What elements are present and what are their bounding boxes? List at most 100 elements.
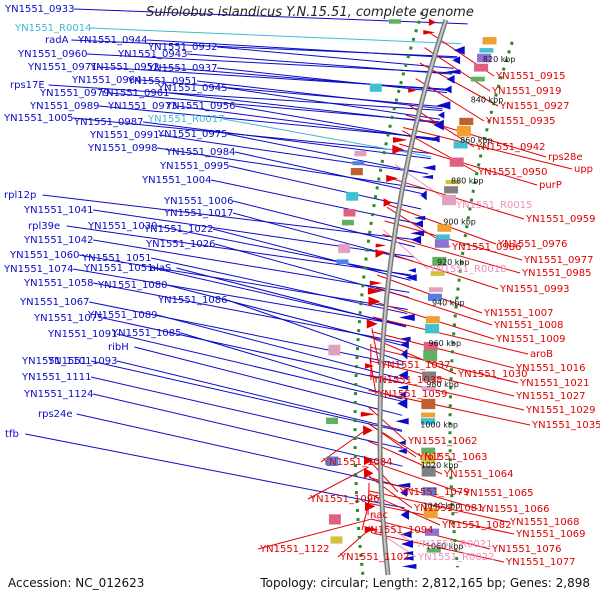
reverse-gene-label[interactable]: YN1551_0915 xyxy=(495,71,566,82)
gene-arrow[interactable] xyxy=(433,119,444,131)
forward-gene-label[interactable]: YN1551_0944 xyxy=(77,35,148,46)
gene-arrow[interactable] xyxy=(422,165,436,171)
reverse-gene-label[interactable]: YN1551_R0015 xyxy=(455,200,532,211)
forward-gene-label[interactable]: YN1551_1101 xyxy=(21,356,92,367)
forward-gene-label[interactable]: YN1551_1006 xyxy=(163,196,234,207)
forward-gene-label[interactable]: YN1551_1086 xyxy=(157,295,228,306)
forward-gene-label[interactable]: YN1551_1005 xyxy=(3,113,74,124)
reverse-gene-label[interactable]: YN1551_1069 xyxy=(515,529,586,540)
reverse-gene-label[interactable]: purP xyxy=(539,180,562,191)
forward-gene-label[interactable]: YN1551_0975 xyxy=(157,129,228,140)
gene-arrow[interactable] xyxy=(396,482,411,488)
forward-gene-label[interactable]: YN1551_1089 xyxy=(87,310,158,321)
forward-gene-label[interactable]: YN1551_1039 xyxy=(87,221,158,232)
forward-gene-label[interactable]: YN1551_1051 xyxy=(83,263,154,274)
forward-gene-label[interactable]: rps17E xyxy=(10,80,45,91)
gene-arrow[interactable] xyxy=(367,287,383,295)
reverse-gene-label[interactable]: YN1551_0942 xyxy=(475,142,546,153)
gene-arrow[interactable] xyxy=(414,220,423,228)
gene-arrow[interactable] xyxy=(402,563,417,569)
forward-gene-label[interactable]: radA xyxy=(45,35,69,46)
forward-gene-label[interactable]: YN1551_0956 xyxy=(165,101,236,112)
gene-arrow[interactable] xyxy=(392,144,404,155)
reverse-gene-label[interactable]: YN1551_1122 xyxy=(259,544,330,555)
reverse-gene-label[interactable]: YN1551_1035 xyxy=(531,420,600,431)
reverse-gene-label[interactable]: YN1551_1037 xyxy=(380,360,451,371)
reverse-gene-label[interactable]: YN1551_1016 xyxy=(515,363,586,374)
gene-arrow[interactable] xyxy=(399,391,406,398)
forward-gene-label[interactable]: YN1551_0945 xyxy=(157,83,228,94)
forward-gene-label[interactable]: YN1551_1075 xyxy=(33,313,104,324)
forward-gene-label[interactable]: rps24e xyxy=(38,409,73,420)
forward-gene-label[interactable]: YN1551_0932 xyxy=(147,42,218,53)
gene-arrow[interactable] xyxy=(395,418,409,425)
forward-gene-label[interactable]: YN1551_R0014 xyxy=(14,23,91,34)
forward-gene-label[interactable]: YN1551_0987 xyxy=(73,117,144,128)
gene-arrow[interactable] xyxy=(397,398,408,409)
gene-arrow[interactable] xyxy=(375,248,385,258)
gene-arrow[interactable] xyxy=(368,296,380,307)
forward-gene-label[interactable]: YN1551_1060 xyxy=(9,250,80,261)
forward-gene-label[interactable]: YN1551_0973 xyxy=(107,101,178,112)
gene-arrow[interactable] xyxy=(363,455,373,466)
gene-arrow[interactable] xyxy=(413,215,426,221)
reverse-gene-label[interactable]: YN1551_1038 xyxy=(372,375,443,386)
reverse-gene-label[interactable]: YN1551_1076 xyxy=(491,544,562,555)
gene-arrow[interactable] xyxy=(437,111,445,119)
forward-gene-label[interactable]: YN1551_0979 xyxy=(39,88,110,99)
gene-arrow[interactable] xyxy=(398,370,408,381)
reverse-gene-label[interactable]: YN1551_1082 xyxy=(441,520,512,531)
gene-arrow[interactable] xyxy=(397,448,407,454)
gene-arrow[interactable] xyxy=(445,69,461,75)
forward-gene-label[interactable]: YN1551_1091 xyxy=(47,329,118,340)
gene-arrow[interactable] xyxy=(383,198,392,207)
gene-arrow[interactable] xyxy=(401,348,408,360)
gene-arrow[interactable] xyxy=(397,385,409,390)
gene-arrow[interactable] xyxy=(411,235,422,244)
reverse-gene-label[interactable]: YN1551_1066 xyxy=(479,504,550,515)
reverse-gene-label[interactable]: nac xyxy=(370,510,388,521)
forward-gene-label[interactable]: YN1551_1051 xyxy=(81,253,152,264)
gene-arrow[interactable] xyxy=(400,509,410,520)
reverse-gene-label[interactable]: YN1551_1027 xyxy=(515,391,586,402)
gene-arrow[interactable] xyxy=(405,274,417,282)
reverse-gene-label[interactable]: YN1551_0976 xyxy=(497,239,568,250)
forward-gene-label[interactable]: YN1551_0943 xyxy=(117,49,188,60)
reverse-gene-label[interactable]: YN1551_1059 xyxy=(377,389,448,400)
reverse-gene-label[interactable]: YN1551_1077 xyxy=(505,557,576,568)
forward-gene-label[interactable]: ribH xyxy=(108,342,129,353)
gene-arrow[interactable] xyxy=(446,74,455,84)
reverse-gene-label[interactable]: folE xyxy=(424,452,443,463)
reverse-gene-label[interactable]: YN1551_R0021 xyxy=(415,539,492,550)
forward-gene-label[interactable]: YN1551_1067 xyxy=(19,297,90,308)
gene-arrow[interactable] xyxy=(453,46,465,55)
reverse-gene-label[interactable]: YN1551_R0018 xyxy=(429,264,506,275)
gene-arrow[interactable] xyxy=(386,174,399,183)
forward-gene-label[interactable]: YN1551_0960 xyxy=(17,49,88,60)
forward-gene-label[interactable]: YN1551_0937 xyxy=(147,63,218,74)
gene-arrow[interactable] xyxy=(436,101,451,110)
gene-arrow[interactable] xyxy=(360,411,376,417)
reverse-gene-label[interactable]: YN1551_1065 xyxy=(463,488,534,499)
gene-arrow[interactable] xyxy=(400,530,412,538)
forward-gene-label[interactable]: YN1551_0964 xyxy=(71,75,142,86)
gene-arrow[interactable] xyxy=(400,488,407,497)
forward-gene-label[interactable]: YN1551_0989 xyxy=(29,101,100,112)
gene-arrow[interactable] xyxy=(421,174,434,180)
forward-gene-label[interactable]: YN1551_0952 xyxy=(89,62,160,73)
forward-gene-label[interactable]: rpl39e xyxy=(28,221,60,232)
forward-gene-label[interactable]: YN1551_0951 xyxy=(127,76,198,87)
forward-gene-label[interactable]: YN1551_1093 xyxy=(47,356,118,367)
forward-gene-label[interactable]: YN1551_0971 xyxy=(27,62,98,73)
forward-gene-label[interactable]: YN1551_1004 xyxy=(141,175,212,186)
forward-gene-label[interactable]: YN1551_0984 xyxy=(165,147,236,158)
gene-arrow[interactable] xyxy=(410,230,425,237)
forward-gene-label[interactable]: YN1551_0933 xyxy=(4,4,75,15)
reverse-gene-label[interactable]: aroB xyxy=(530,349,553,360)
reverse-gene-label[interactable]: YN1551_1064 xyxy=(443,469,514,480)
reverse-gene-label[interactable]: YN1551_1030 xyxy=(457,369,528,380)
reverse-gene-label[interactable]: YN1551_0927 xyxy=(499,101,570,112)
forward-gene-label[interactable]: YN1551_R0017 xyxy=(147,114,224,125)
reverse-gene-label[interactable]: YN1551_1068 xyxy=(509,517,580,528)
gene-arrow[interactable] xyxy=(363,425,373,436)
